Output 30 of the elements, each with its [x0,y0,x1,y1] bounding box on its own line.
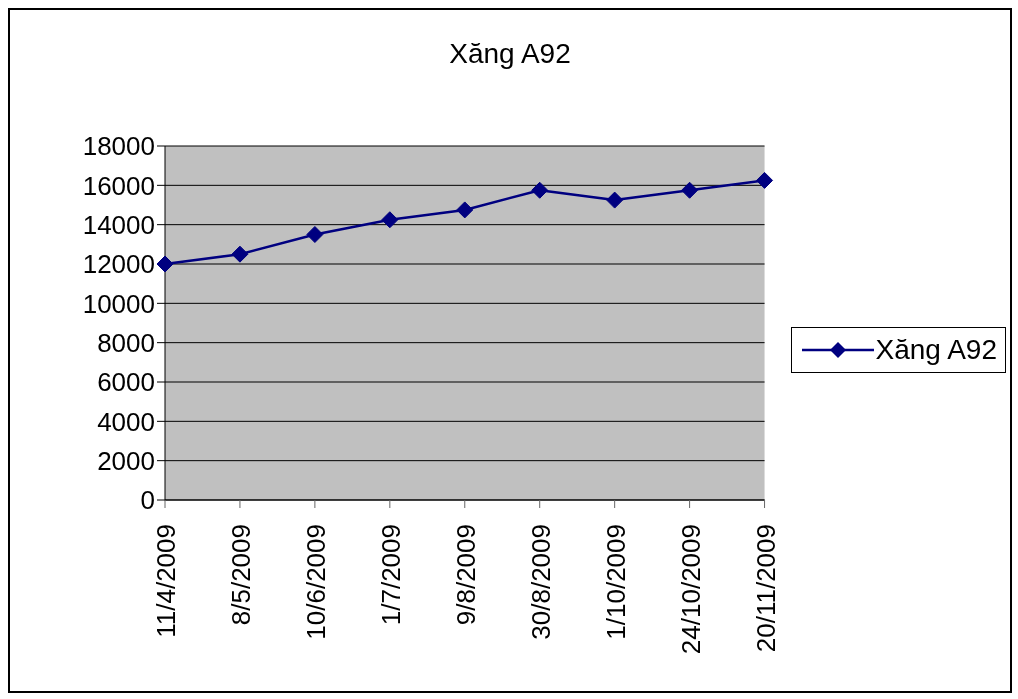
point [306,226,324,243]
point [531,181,549,199]
point [756,171,774,189]
x-tick-label: 1/10/2009 [600,524,631,640]
x-tick-label: 1/7/2009 [375,524,406,626]
point [231,245,249,263]
y-tick-label: 12000 [82,249,155,280]
y-tick-label: 14000 [82,209,155,240]
legend-label: Xăng A92 [875,334,997,366]
point [606,191,624,209]
x-tick-label: 30/8/2009 [525,524,556,640]
y-tick-label: 6000 [97,367,155,398]
x-tick-label: 9/8/2009 [450,524,481,626]
point [381,211,399,229]
x-tick-label: 11/4/2009 [151,524,181,638]
x-tick-label: 8/5/2009 [225,524,256,626]
point [681,181,699,199]
y-tick-label: 8000 [97,327,155,358]
y-tick-label: 2000 [97,445,155,476]
point [156,255,174,273]
y-tick-label: 18000 [82,131,155,162]
point [456,201,474,219]
y-tick-label: 10000 [82,288,155,319]
y-tick-label: 4000 [97,406,155,437]
x-tick-label: 10/6/2009 [300,524,331,640]
x-tick-label: 20/11/2009 [750,524,781,653]
chart-title: Xăng A92 [448,38,572,70]
x-tick-label: 24/10/2009 [675,524,706,655]
y-tick-label: 16000 [82,170,155,201]
y-tick-label: 0 [140,485,155,516]
